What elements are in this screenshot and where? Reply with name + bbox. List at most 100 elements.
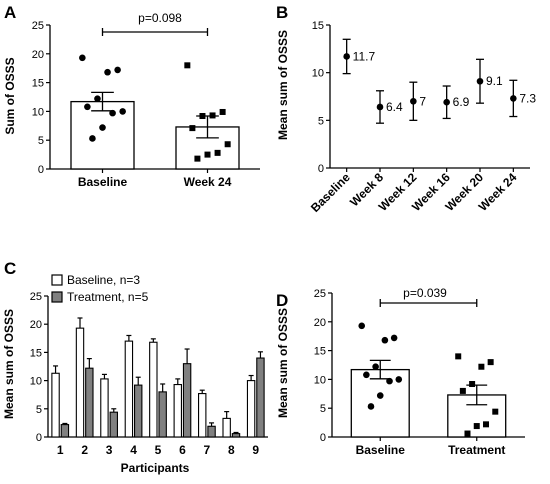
panel-c-bar-baseline <box>173 383 182 438</box>
panel-a-data-point <box>99 124 106 131</box>
panel-c-x-tick-label: 5 <box>155 443 162 457</box>
panel-b-data-label: 6.9 <box>453 95 470 109</box>
panel-d-data-point <box>363 371 370 379</box>
panel-d-y-tick-label: 5 <box>320 403 326 415</box>
panel-a-data-point <box>224 141 231 148</box>
panel-d-pvalue: p=0.039 <box>403 286 447 300</box>
legend-swatch-treatment <box>51 291 63 303</box>
panel-d-y-tick-label: 0 <box>320 432 326 444</box>
panel-b-data-point <box>343 53 350 60</box>
panel-d-data-point <box>367 403 375 410</box>
panel-d-data-point <box>473 423 480 430</box>
panel-c-bar-treatment <box>182 363 192 438</box>
panel-b-y-tick-label: 0 <box>318 163 324 175</box>
panel-c-bar-treatment <box>60 424 70 438</box>
panel-d-y-tick-label: 15 <box>314 346 326 358</box>
legend-label-treatment: Treatment, n=5 <box>67 290 149 304</box>
panel-d-y-tick-label: 25 <box>314 288 326 300</box>
panel-c-x-tick-label: 6 <box>179 443 186 457</box>
panel-c-bar-treatment <box>231 433 241 438</box>
panel-d-data-point <box>381 336 389 344</box>
panel-b-letter: B <box>276 3 288 22</box>
panel-b-y-tick-label: 10 <box>312 68 324 80</box>
panel-c-y-tick-label: 0 <box>36 432 42 444</box>
panel-a-data-point <box>94 95 101 103</box>
panel-d-data-point <box>478 363 485 370</box>
panel-c-y-tick-label: 20 <box>30 319 42 331</box>
panel-b: B Mean sum of OSSS 051015Baseline11.7Wee… <box>276 3 536 215</box>
panel-c-bar-treatment <box>85 367 94 438</box>
panel-d-data-point <box>483 421 490 428</box>
panel-d-letter: D <box>276 291 288 310</box>
panel-c-x-tick-label: 8 <box>228 443 235 457</box>
panel-c-x-tick-label: 2 <box>81 443 88 457</box>
panel-c: C Mean sum of OSSS Participants 05101520… <box>2 259 268 475</box>
panel-a-data-point <box>204 151 211 158</box>
panel-d-x-tick-label: Baseline <box>356 443 406 457</box>
panel-b-data-point <box>376 103 384 111</box>
panel-c-bar-baseline <box>124 340 134 438</box>
panel-d-data-point <box>372 363 379 371</box>
panel-b-y-tick-label: 5 <box>318 115 324 127</box>
panel-d-data-point <box>358 322 366 330</box>
panel-c-bar-baseline <box>246 380 256 438</box>
panel-c-bar-treatment <box>256 357 265 438</box>
panel-b-data-label: 11.7 <box>353 49 376 63</box>
panel-c-y-tick-label: 5 <box>36 404 42 416</box>
panel-a-data-point <box>89 135 96 142</box>
panel-a-ylabel: Sum of OSSS <box>3 57 17 134</box>
panel-a-data-point <box>104 68 111 76</box>
panel-a-y-tick-label: 15 <box>32 78 44 90</box>
panel-d-data-point <box>376 392 384 399</box>
panel-a-y-tick-label: 25 <box>32 20 44 32</box>
panel-a-letter: A <box>4 3 16 22</box>
panel-a-x-tick-label: Week 24 <box>184 175 232 189</box>
panel-c-letter: C <box>4 259 16 278</box>
panel-d-data-point <box>459 387 466 394</box>
panel-a-plot: 0 5 10 15 20 25 Baseline Week 24 <box>32 20 260 189</box>
panel-a-y-tick-label: 20 <box>32 49 44 61</box>
panel-d-data-point <box>386 377 393 385</box>
panel-c-x-tick-label: 1 <box>57 443 64 457</box>
panel-d-ylabel: Mean sum of OSSS <box>276 308 290 418</box>
panel-c-bar-baseline <box>149 341 158 438</box>
legend-swatch-baseline <box>51 274 63 286</box>
panel-a-data-point <box>219 108 226 115</box>
panel-b-data-point <box>443 98 450 106</box>
panel-d-data-point <box>492 408 499 415</box>
panel-c-bar-baseline <box>198 393 207 438</box>
panel-c-x-tick-label: 7 <box>204 443 211 457</box>
legend-label-baseline: Baseline, n=3 <box>67 273 140 287</box>
panel-c-x-tick-label: 3 <box>106 443 113 457</box>
panel-a-x-tick-label: Baseline <box>78 175 128 189</box>
panel-d-y-tick-label: 10 <box>314 374 326 386</box>
panel-b-data-label: 7.3 <box>519 91 536 105</box>
panel-d-data-point <box>487 359 494 366</box>
panel-c-bar-baseline <box>75 327 85 438</box>
panel-d-data-point <box>464 430 471 437</box>
panel-c-bar-baseline <box>100 378 109 438</box>
panel-c-bar-treatment <box>134 384 143 438</box>
panel-b-data-label: 7 <box>419 94 426 108</box>
panel-a-data-point <box>214 149 221 156</box>
panel-c-bar-treatment <box>207 425 216 438</box>
panel-a-pvalue: p=0.098 <box>138 11 182 25</box>
panel-d-data-point <box>395 376 403 383</box>
panel-c-bar-treatment <box>158 391 167 438</box>
panel-d-data-point <box>390 334 398 342</box>
panel-b-data-point <box>476 77 484 85</box>
panel-c-bar-baseline <box>51 372 60 438</box>
panel-c-y-tick-label: 25 <box>30 291 42 303</box>
panel-c-y-tick-label: 10 <box>30 376 42 388</box>
panel-b-x-tick-label: Baseline <box>308 170 353 215</box>
panel-a-data-point <box>189 125 196 132</box>
panel-c-bar-baseline <box>222 417 231 438</box>
panel-c-y-tick-label: 15 <box>30 347 42 359</box>
panel-a-data-point <box>184 62 191 69</box>
panel-d-x-tick-label: Treatment <box>448 443 505 457</box>
panel-b-ylabel: Mean sum of OSSS <box>276 30 290 140</box>
panel-a-data-point <box>109 109 116 117</box>
